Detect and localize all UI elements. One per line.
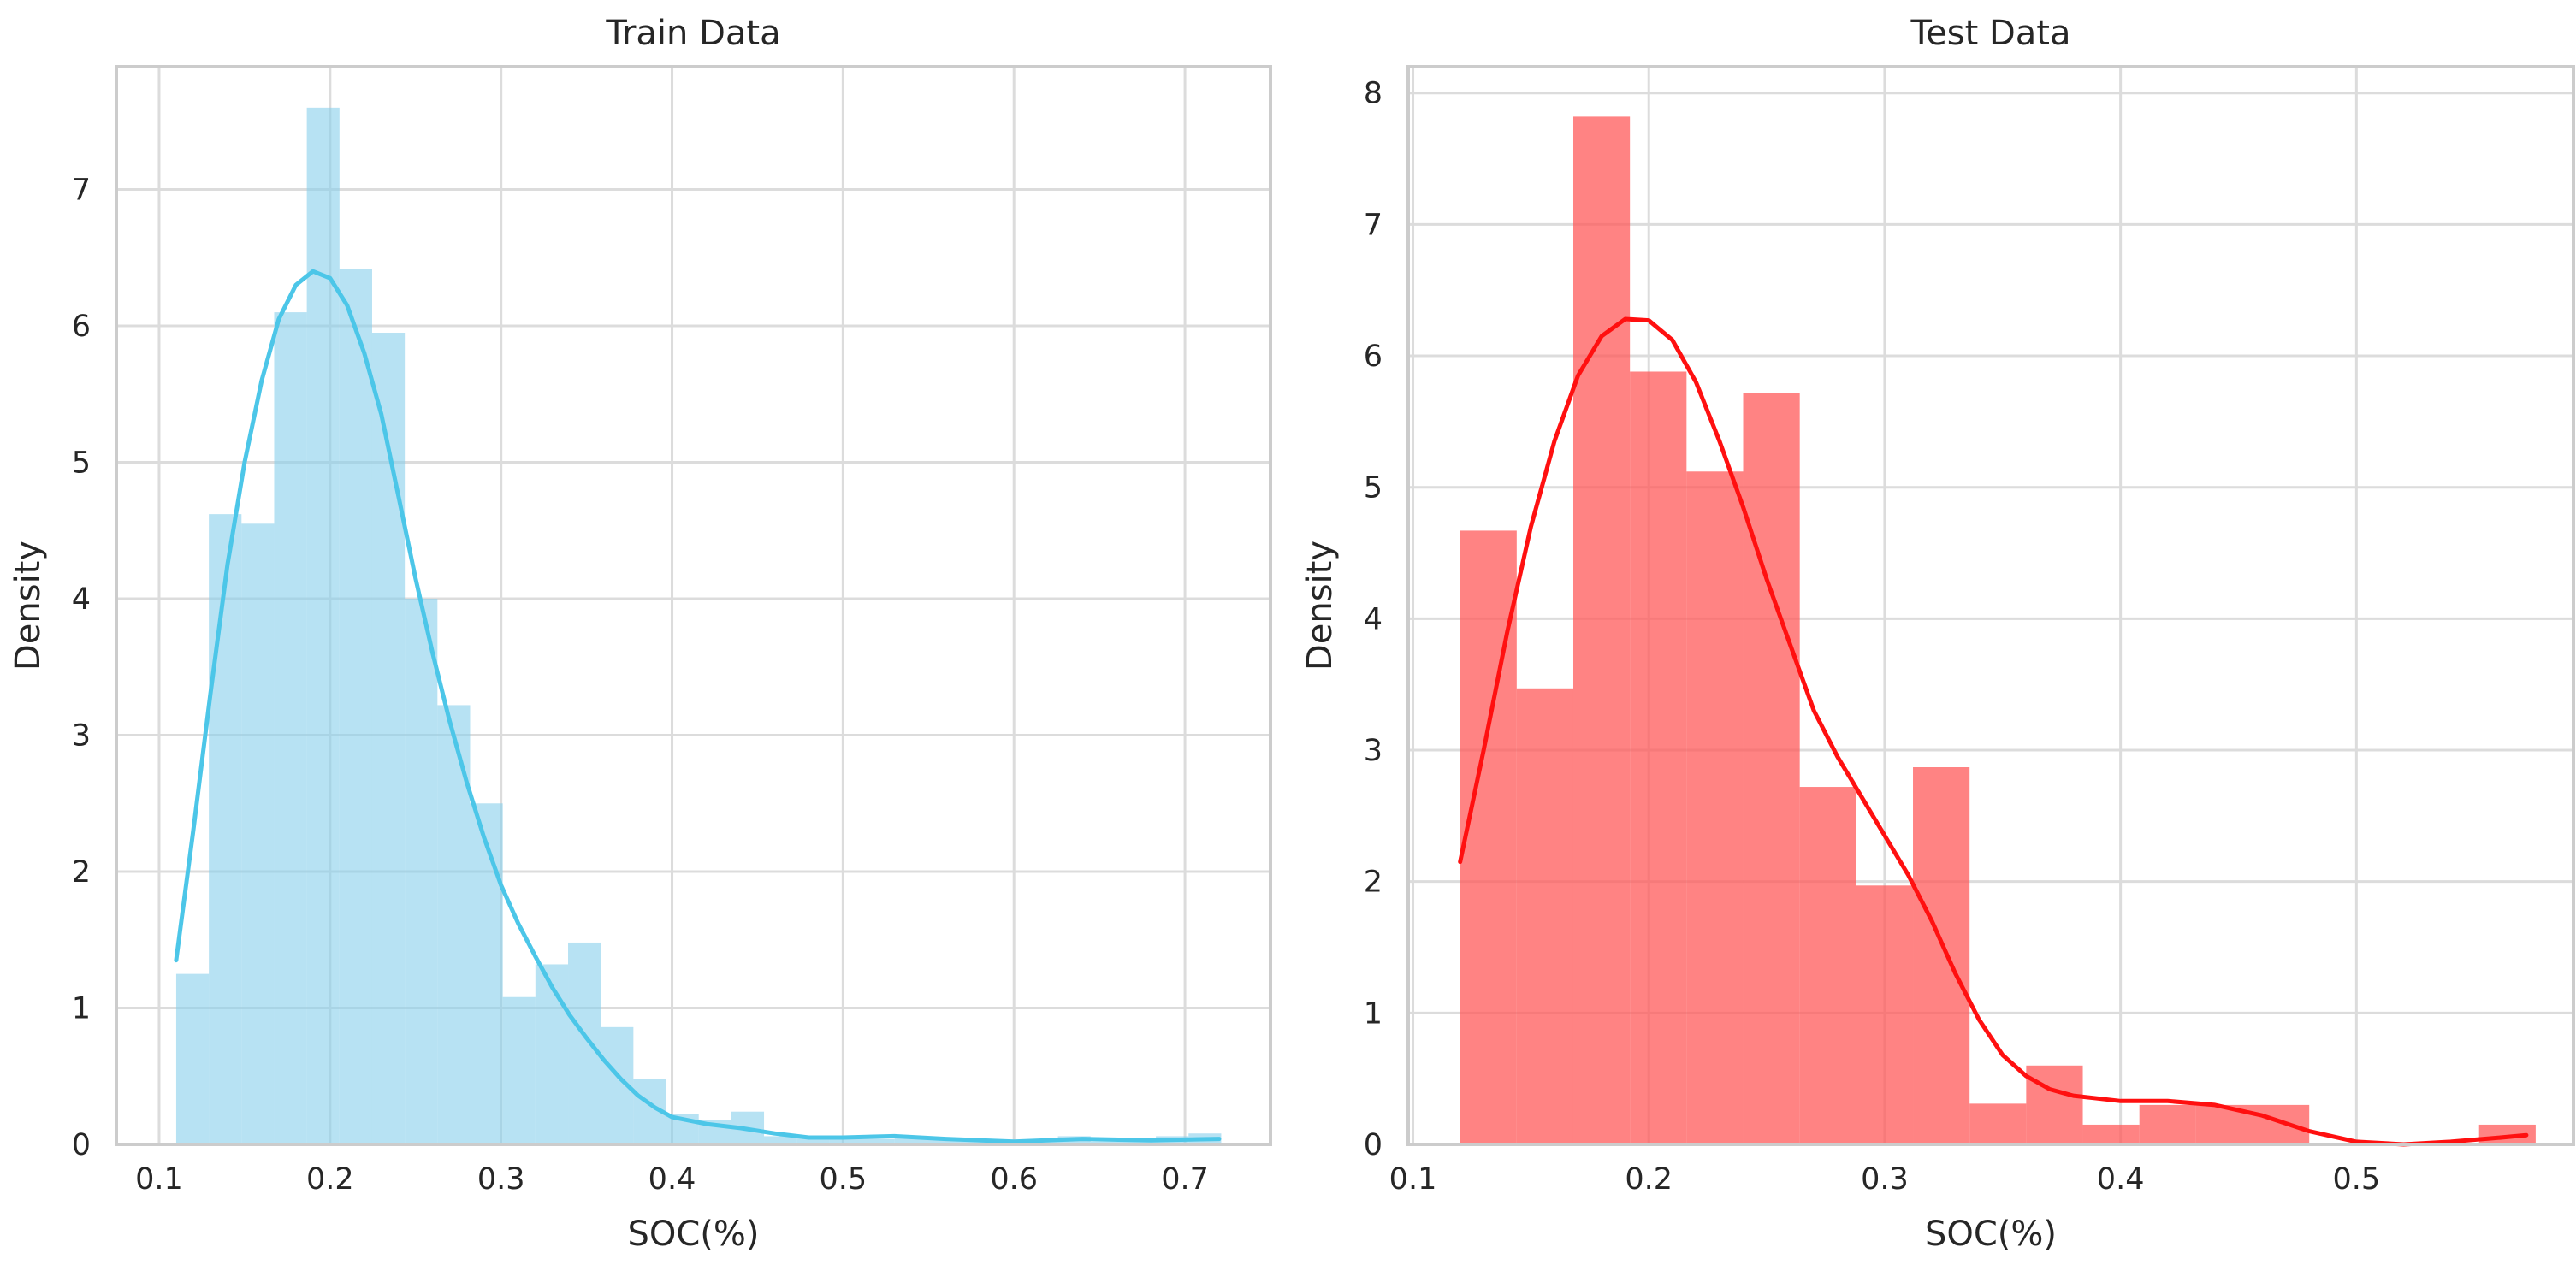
train-xtick-label: 0.3 [477,1162,525,1197]
train-hist-bar [764,1136,797,1144]
test-ytick-label: 8 [1364,77,1383,111]
test-hist-bar [1630,371,1687,1144]
train-hist-bar [241,523,275,1144]
train-hist-bar [339,269,372,1144]
train-hist-bar [306,107,340,1144]
test-plot-frame [1406,65,2575,1146]
train-ytick-label: 4 [72,582,91,617]
train-hist-bar [535,964,569,1144]
test-ytick-label: 1 [1364,996,1383,1031]
train-hist-bar [175,973,210,1144]
train-ytick-label: 0 [72,1128,91,1162]
test-xtick-label: 0.1 [1389,1162,1437,1197]
test-xtick-label: 0.4 [2097,1162,2145,1197]
test-hist-bar [1799,787,1856,1144]
train-ytick-label: 2 [72,855,91,890]
test-hist-bar [2082,1124,2140,1144]
train-hist-bar [796,1136,830,1144]
train-xtick-label: 0.7 [1161,1162,1209,1197]
train-ytick-label: 1 [72,992,91,1026]
train-hist-bar [274,312,307,1144]
train-xtick-label: 0.2 [306,1162,354,1197]
train-ytick-label: 5 [72,446,91,481]
test-ytick-label: 3 [1364,734,1383,768]
test-hist-bar [1856,885,1914,1144]
test-kde-line [1458,316,2529,1147]
test-hist-bar [1969,1103,2027,1144]
test-hist-bar [2139,1104,2196,1144]
train-kde-line [174,269,1222,1144]
train-xtick-label: 0.5 [820,1162,868,1197]
train-plot-frame [115,65,1272,1146]
train-ytick-label: 7 [72,174,91,208]
train-xtick-label: 0.4 [648,1162,696,1197]
test-hist-bar [1686,471,1744,1144]
train-hist-bar [829,1136,862,1144]
test-ytick-label: 6 [1364,340,1383,374]
test-hist-bar [1913,767,1970,1144]
test-ytick-label: 0 [1364,1128,1383,1162]
train-yaxis-label: Density [9,541,48,671]
test-hist-bar [2026,1065,2083,1144]
test-ytick-label: 7 [1364,208,1383,242]
test-yaxis-label: Density [1300,541,1340,671]
train-ytick-label: 6 [72,310,91,344]
test-xaxis-label: SOC(%) [1925,1215,2057,1254]
train-hist-bar [502,996,536,1144]
test-ytick-label: 4 [1364,602,1383,636]
test-xtick-label: 0.3 [1861,1162,1909,1197]
train-hist-bar [927,1138,961,1144]
train-chart: 0.1 0.2 0.3 0.4 0.5 0.6 0.7 0 1 2 3 4 5 6 7 Train Data S… [9,14,1272,1254]
train-ytick-label: 3 [72,719,91,754]
test-hist-bar [1743,393,1800,1144]
test-ytick-label: 2 [1364,866,1383,900]
test-hist-bar [1572,116,1631,1144]
train-hist-bar [862,1138,895,1144]
train-xaxis-label: SOC(%) [627,1215,759,1254]
test-xtick-label: 0.5 [2333,1162,2381,1197]
test-hist-bar [1516,688,1573,1144]
train-hist-bar [470,803,503,1144]
test-chart-title: Test Data [1910,14,2071,53]
test-ytick-label: 5 [1364,471,1383,505]
test-chart: 0.1 0.2 0.3 0.4 0.5 0 1 2 3 4 5 6 7 8 Test Data SOC(%) D… [1300,14,2575,1254]
train-hist-bar [371,333,406,1144]
train-xtick-label: 0.6 [990,1162,1038,1197]
train-hist-bar [209,514,242,1144]
train-hist-bar [894,1136,927,1144]
test-xtick-label: 0.2 [1625,1162,1673,1197]
train-xtick-label: 0.1 [135,1162,183,1197]
train-hist-bar [568,942,601,1144]
train-chart-title: Train Data [605,14,780,53]
train-hist-bar [405,599,438,1144]
test-hist-bar [2253,1104,2310,1144]
